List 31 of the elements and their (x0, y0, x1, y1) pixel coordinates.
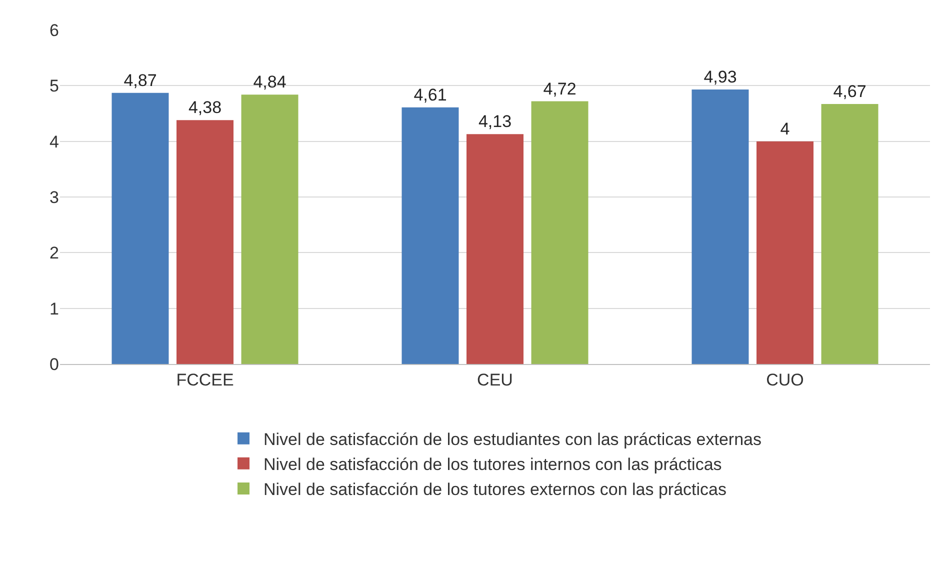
bar (821, 104, 878, 364)
x-tick-label: CUO (766, 370, 804, 390)
y-tick-label: 3 (50, 188, 59, 207)
bar (176, 120, 234, 364)
bar (692, 90, 749, 364)
data-label: 4 (780, 119, 790, 138)
y-tick-label: 5 (50, 76, 59, 96)
legend-label: Nivel de satisfacción de los tutores internos con las prácticas (264, 455, 722, 474)
bar (466, 134, 524, 364)
x-tick-label: FCCEE (176, 370, 234, 390)
legend-label: Nivel de satisfacción de los estudiantes con las prácticas externas (264, 430, 762, 449)
y-tick-label: 6 (50, 20, 59, 40)
bar (531, 101, 588, 364)
data-label: 4,87 (124, 70, 157, 90)
bar (402, 107, 459, 364)
legend-label: Nivel de satisfacción de los tutores externos con las prácticas (264, 480, 727, 500)
bar (241, 94, 298, 364)
y-tick-label: 0 (50, 354, 59, 374)
data-label: 4,67 (833, 82, 866, 102)
y-tick-label: 2 (50, 244, 59, 263)
data-label: 4,84 (253, 72, 286, 92)
x-tick-label: CEU (477, 370, 513, 390)
y-tick-label: 1 (50, 299, 59, 318)
bar (112, 92, 169, 364)
y-tick-label: 4 (50, 132, 59, 152)
data-label: 4,13 (478, 112, 512, 132)
data-label: 4,38 (188, 98, 222, 118)
data-label: 4,61 (414, 85, 447, 104)
data-label: 4,72 (543, 79, 576, 98)
bar (756, 141, 814, 364)
data-label: 4,93 (704, 68, 737, 87)
